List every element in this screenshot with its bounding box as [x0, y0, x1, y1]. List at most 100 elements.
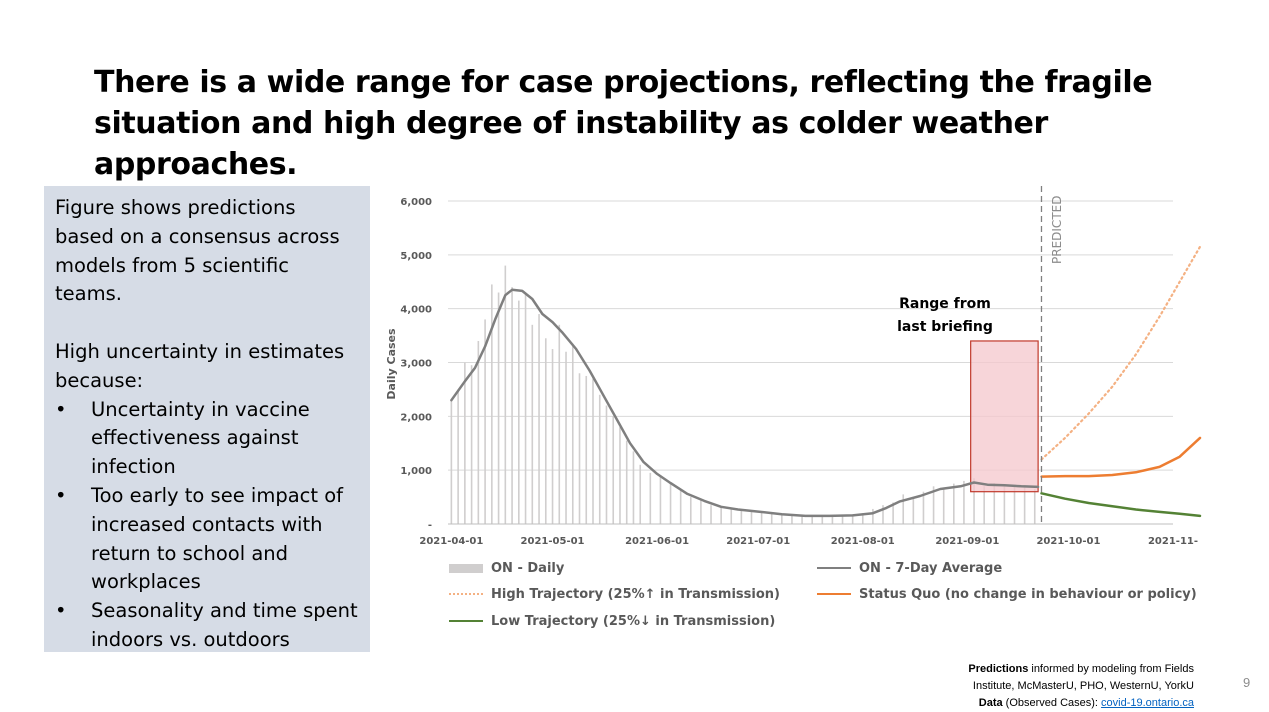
legend-label-high: High Trajectory (25%↑ in Transmission): [491, 586, 780, 602]
title-line-2: situation and high degree of instability…: [94, 106, 1048, 182]
title-line-1: There is a wide range for case projectio…: [94, 65, 1153, 100]
daily-bar: [791, 514, 793, 524]
bullet-marker: •: [55, 599, 67, 623]
daily-bar: [524, 292, 527, 524]
daily-bar: [993, 483, 996, 524]
daily-bar: [983, 486, 985, 524]
daily-bar: [531, 324, 534, 524]
footer-line-3: Data (Observed Cases): covid-19.ontario.…: [968, 695, 1194, 712]
legend-status-quo: Status Quo (no change in behaviour or po…: [817, 585, 1197, 603]
bullet-text: Seasonality and time spent indoors vs. o…: [91, 599, 358, 651]
daily-bar: [619, 427, 621, 524]
legend-label-low: Low Trajectory (25%↓ in Transmission): [491, 613, 776, 629]
slide-title: There is a wide range for case projectio…: [94, 62, 1214, 185]
uncertainty-list: • Uncertainty in vaccine effectiveness ag…: [55, 396, 360, 655]
daily-bar: [922, 491, 925, 524]
legend-swatch-daily: [449, 563, 483, 573]
daily-bar: [632, 451, 635, 524]
y-tick-label: 6,000: [400, 197, 432, 208]
x-tick-label: 2021-05-01: [521, 536, 585, 547]
daily-bar: [841, 515, 844, 524]
legend-swatch-status-quo: [817, 593, 851, 595]
legend-avg7: ON - 7-Day Average: [817, 559, 1002, 577]
legend-swatch-avg7: [817, 567, 851, 569]
daily-bar: [750, 510, 753, 524]
range-label-line-1: Range from: [899, 296, 991, 312]
page-number: 9: [1243, 675, 1251, 690]
daily-bar: [882, 505, 884, 524]
daily-bar: [942, 489, 945, 524]
daily-bar: [781, 514, 783, 524]
daily-bar: [770, 513, 773, 524]
daily-bar: [973, 478, 975, 524]
footer-data-label: Data: [978, 697, 1003, 709]
daily-bar: [801, 515, 803, 524]
y-tick-label: 5,000: [400, 251, 432, 262]
panel-intro: Figure shows predictions based on a cons…: [55, 196, 340, 306]
daily-bar: [565, 351, 567, 524]
legend-daily: ON - Daily: [449, 559, 564, 577]
daily-bar: [932, 486, 935, 524]
bullet-marker: •: [55, 483, 67, 507]
legend-label-status-quo: Status Quo (no change in behaviour or po…: [859, 586, 1197, 602]
daily-bar: [1023, 487, 1026, 524]
x-tick-label: 2021-04-01: [419, 536, 483, 547]
footer-line-2: Institute, McMasterU, PHO, WesternU, Yor…: [972, 680, 1194, 692]
axes: - 1,000 2,000 3,000 4,000 5,000 6,000 2021-04-0…: [400, 186, 1198, 547]
daily-bar: [649, 472, 652, 524]
series-line-low: [1040, 492, 1202, 518]
y-tick-label: 3,000: [400, 359, 432, 370]
list-item: • Too early to see impact of increased co…: [55, 482, 360, 597]
footer-predictions-label: Predictions: [968, 663, 1029, 675]
legend-label-avg7: ON - 7-Day Average: [859, 560, 1003, 576]
daily-bar: [511, 287, 513, 524]
list-item: • Uncertainty in vaccine effectiveness ag…: [55, 396, 360, 482]
y-tick-label: -: [428, 520, 432, 531]
daily-bar: [544, 338, 547, 524]
daily-bar: [760, 512, 763, 524]
series-line-high: [1040, 245, 1202, 461]
daily-bar: [592, 378, 594, 524]
daily-bar: [689, 497, 692, 524]
footer-line-1: Predictions informed by modeling from Fi…: [968, 661, 1194, 678]
daily-bar: [504, 265, 507, 524]
daily-bar: [1033, 489, 1036, 524]
daily-bar: [902, 494, 905, 524]
daily-bar: [497, 292, 500, 524]
daily-bar: [821, 516, 824, 524]
daily-bar: [612, 416, 615, 524]
legend-low: Low Trajectory (25%↓ in Transmission): [449, 612, 775, 630]
daily-bar: [464, 362, 466, 524]
source-link[interactable]: covid-19.ontario.ca: [1101, 697, 1194, 709]
y-tick-label: 1,000: [400, 466, 432, 477]
x-tick-label: 2021-09-01: [935, 536, 999, 547]
bullet-marker: •: [55, 397, 67, 421]
daily-bar: [851, 514, 854, 524]
daily-bar: [700, 499, 702, 524]
y-tick-label: 4,000: [400, 305, 432, 316]
daily-bar: [912, 497, 915, 524]
series-lines: [450, 245, 1202, 518]
daily-bar: [518, 300, 520, 524]
daily-bar: [679, 489, 682, 524]
x-tick-label: 2021-08-01: [831, 536, 895, 547]
daily-bar: [450, 400, 453, 524]
series-line-avg7: [450, 288, 1040, 518]
y-axis-label: Daily Cases: [385, 328, 398, 400]
x-tick-label: 2021-07-01: [726, 536, 790, 547]
daily-bar: [605, 405, 608, 524]
daily-bar: [578, 373, 581, 524]
daily-bar: [872, 508, 874, 524]
daily-bar: [571, 346, 574, 524]
daily-bar: [551, 349, 554, 524]
daily-bar: [740, 509, 743, 524]
list-item: • Seasonality and time spent indoors vs. …: [55, 597, 360, 655]
legend-high: High Trajectory (25%↑ in Transmission): [449, 585, 780, 603]
daily-bar: [892, 502, 894, 524]
daily-bar: [720, 506, 722, 524]
y-tick-label: 2,000: [400, 412, 432, 423]
daily-bar: [953, 483, 955, 524]
footer-line-3-text: (Observed Cases):: [1002, 697, 1102, 709]
legend-swatch-low: [449, 620, 483, 622]
